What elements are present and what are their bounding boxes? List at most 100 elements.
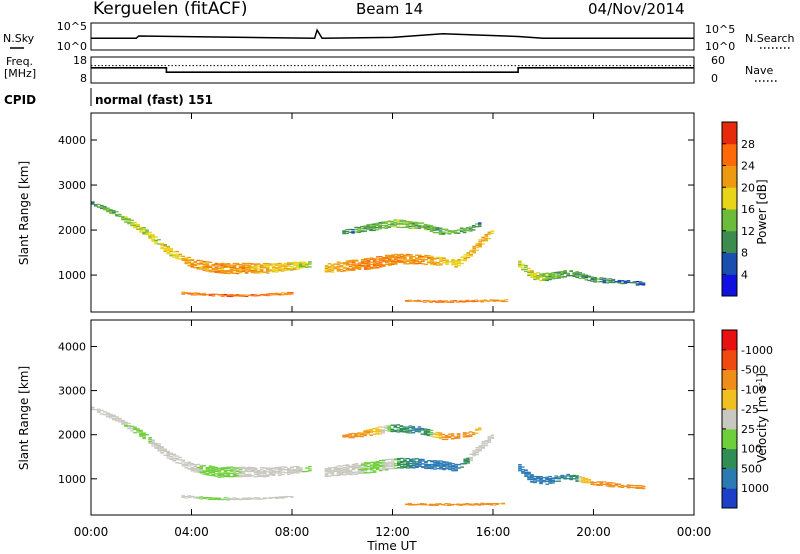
heatmap-cell bbox=[584, 274, 589, 277]
heatmap-cell bbox=[238, 475, 243, 477]
heatmap-cell bbox=[277, 473, 282, 475]
heatmap-cell bbox=[284, 466, 288, 468]
heatmap-cell bbox=[411, 225, 416, 228]
heatmap-cell bbox=[578, 479, 582, 481]
heatmap-cell bbox=[271, 268, 276, 271]
heatmap-cell bbox=[551, 482, 555, 484]
heatmap-cell bbox=[232, 264, 237, 267]
heatmap-cell bbox=[472, 455, 476, 457]
heatmap-cell bbox=[214, 264, 219, 266]
heatmap-cell bbox=[217, 263, 222, 265]
heatmap-cell bbox=[241, 472, 246, 474]
heatmap-cell bbox=[121, 422, 125, 424]
heatmap-cell bbox=[202, 294, 207, 296]
heatmap-cell bbox=[363, 463, 368, 465]
heatmap-cell bbox=[293, 268, 297, 271]
heatmap-cell bbox=[342, 434, 346, 437]
heatmap-cell bbox=[357, 267, 362, 269]
heatmap-cell bbox=[465, 227, 470, 229]
heatmap-cell bbox=[632, 485, 637, 487]
heatmap-cell bbox=[148, 237, 152, 239]
heatmap-cell bbox=[247, 266, 252, 269]
heatmap-cell bbox=[521, 472, 525, 474]
heatmap-cell bbox=[184, 496, 189, 497]
velocity-colorbar-frame bbox=[721, 329, 738, 509]
heatmap-cell bbox=[247, 264, 252, 266]
heatmap-cell bbox=[127, 422, 131, 424]
heatmap-cell bbox=[438, 227, 443, 229]
heatmap-cell bbox=[584, 480, 589, 483]
heatmap-cell bbox=[112, 417, 116, 420]
heatmap-cell bbox=[136, 429, 140, 431]
heatmap-cell bbox=[244, 295, 249, 297]
heatmap-cell bbox=[223, 295, 228, 297]
heatmap-cell bbox=[339, 262, 344, 264]
heatmap-cell bbox=[393, 429, 398, 431]
heatmap-cell bbox=[484, 235, 489, 237]
heatmap-cell bbox=[397, 259, 401, 261]
heatmap-cell bbox=[193, 292, 198, 294]
heatmap-cell bbox=[530, 475, 534, 477]
heatmap-cell bbox=[402, 220, 407, 222]
heatmap-cell bbox=[238, 466, 243, 468]
heatmap-cell bbox=[363, 263, 368, 265]
heatmap-cell bbox=[572, 478, 576, 480]
heatmap-cell bbox=[608, 482, 613, 484]
heatmap-cell bbox=[360, 264, 365, 267]
heatmap-cell bbox=[400, 255, 404, 257]
heatmap-cell bbox=[545, 480, 549, 483]
velocity-colorbar-label: 1000 bbox=[741, 482, 769, 495]
heatmap-cell bbox=[429, 225, 434, 227]
heatmap-cell bbox=[560, 474, 564, 477]
heatmap-cell bbox=[551, 278, 555, 280]
heatmap-cell bbox=[390, 424, 395, 426]
noise-panel-frame bbox=[90, 22, 695, 51]
heatmap-cell bbox=[193, 464, 198, 466]
heatmap-cell bbox=[602, 280, 607, 282]
heatmap-cell bbox=[641, 284, 646, 286]
heatmap-cell bbox=[518, 263, 522, 265]
heatmap-cell bbox=[412, 464, 416, 466]
heatmap-cell bbox=[381, 467, 386, 469]
heatmap-cell bbox=[417, 300, 421, 302]
heatmap-cell bbox=[483, 503, 488, 505]
time-axis-ticks: 00:00 04:00 08:00 12:00 16:00 20:00 00:00 bbox=[74, 525, 712, 539]
heatmap-cell bbox=[293, 469, 297, 472]
heatmap-cell bbox=[533, 481, 537, 483]
heatmap-cell bbox=[214, 466, 219, 469]
heatmap-cell bbox=[259, 498, 264, 500]
heatmap-cell bbox=[388, 458, 392, 460]
heatmap-cell bbox=[220, 476, 225, 478]
velocity-title-sup: -1 bbox=[755, 378, 764, 386]
velocity-range-label: 4000 bbox=[58, 340, 86, 353]
heatmap-cell bbox=[469, 456, 473, 459]
heatmap-cell bbox=[465, 300, 469, 302]
heatmap-cell bbox=[280, 473, 285, 475]
heatmap-cell bbox=[133, 224, 137, 226]
heatmap-cell bbox=[441, 433, 446, 436]
heatmap-cell bbox=[214, 498, 219, 500]
heatmap-cell bbox=[154, 243, 158, 245]
heatmap-cell bbox=[426, 431, 431, 433]
heatmap-cell bbox=[411, 431, 416, 434]
heatmap-cell bbox=[287, 269, 291, 271]
heatmap-cell bbox=[629, 484, 634, 486]
heatmap-cell bbox=[163, 244, 167, 246]
heatmap-cell bbox=[333, 266, 338, 268]
heatmap-cell bbox=[442, 463, 446, 466]
heatmap-cell bbox=[638, 485, 643, 487]
heatmap-cell bbox=[406, 260, 410, 262]
heatmap-cell bbox=[490, 230, 495, 232]
heatmap-cell bbox=[262, 267, 267, 269]
heatmap-cell bbox=[97, 408, 101, 410]
heatmap-cell bbox=[490, 436, 495, 438]
heatmap-cell bbox=[450, 503, 454, 505]
heatmap-cell bbox=[557, 277, 561, 279]
heatmap-cell bbox=[97, 203, 101, 206]
heatmap-cell bbox=[405, 224, 410, 226]
heatmap-cell bbox=[178, 462, 182, 464]
heatmap-cell bbox=[366, 268, 371, 270]
heatmap-cell bbox=[187, 263, 192, 265]
velocity-colorbar-swatch bbox=[722, 330, 737, 351]
heatmap-cell bbox=[396, 429, 401, 431]
